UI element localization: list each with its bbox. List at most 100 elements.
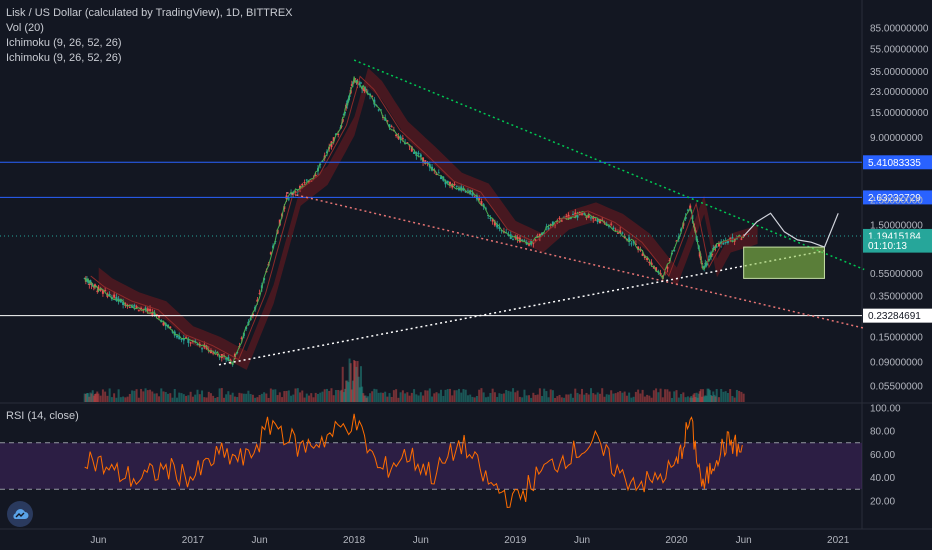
- volume-bar: [242, 393, 245, 402]
- volume-bar: [366, 396, 369, 402]
- candle-body: [666, 266, 669, 269]
- volume-bar: [337, 389, 340, 402]
- volume-bar: [88, 396, 91, 402]
- volume-bar: [115, 397, 118, 402]
- volume-bar: [487, 396, 490, 402]
- candle-body: [637, 246, 640, 250]
- candle-body: [581, 213, 584, 215]
- volume-bar: [735, 389, 738, 402]
- candle-body: [493, 221, 496, 226]
- volume-bar: [124, 397, 127, 402]
- candle-body: [547, 227, 550, 231]
- volume-bar: [299, 392, 302, 402]
- volume-bar: [348, 358, 351, 402]
- volume-bar: [363, 395, 366, 402]
- volume-bar: [460, 392, 463, 402]
- candle-body: [655, 267, 658, 271]
- volume-bar: [536, 394, 539, 402]
- price-tag: [863, 155, 932, 170]
- volume-bar: [489, 393, 492, 402]
- candle-body: [101, 290, 104, 294]
- volume-bar: [628, 392, 631, 402]
- candle-body: [735, 238, 738, 240]
- rsi-indicator-label[interactable]: RSI (14, close): [6, 410, 79, 422]
- volume-bar: [646, 394, 649, 402]
- cloud-logo-icon[interactable]: [7, 501, 33, 527]
- candle-body: [558, 217, 561, 220]
- price-tag: [863, 190, 932, 205]
- volume-bar: [417, 395, 420, 402]
- volume-bar: [158, 396, 161, 402]
- candle-body: [216, 353, 219, 355]
- price-tick-label: 0.05500000: [870, 382, 923, 393]
- candle-body: [534, 239, 537, 241]
- volume-bar: [236, 396, 239, 402]
- rsi-pane: [0, 413, 862, 509]
- candle-body: [711, 253, 714, 255]
- candle-body: [521, 239, 524, 241]
- price-tag-label: 5.41083335: [868, 158, 921, 169]
- symbol-title[interactable]: Lisk / US Dollar (calculated by TradingV…: [6, 7, 293, 19]
- candle-body: [158, 315, 161, 318]
- volume-bar: [453, 390, 456, 402]
- volume-bar: [637, 389, 640, 402]
- volume-bar: [254, 397, 257, 402]
- volume-bar: [319, 392, 322, 402]
- volume-bar: [146, 390, 149, 402]
- volume-bar: [714, 396, 717, 402]
- volume-bar: [191, 396, 194, 402]
- candle-body: [113, 294, 116, 298]
- volume-bar: [92, 395, 95, 402]
- volume-bar: [509, 391, 512, 402]
- volume-bar: [169, 393, 172, 402]
- candle-body: [572, 214, 575, 216]
- volume-bar: [455, 390, 458, 402]
- ichimoku-indicator-label-2[interactable]: Ichimoku (9, 26, 52, 26): [6, 52, 122, 64]
- ichimoku-indicator-label-1[interactable]: Ichimoku (9, 26, 52, 26): [6, 37, 122, 49]
- volume-bar: [572, 397, 575, 402]
- candle-body: [646, 257, 649, 261]
- projection-path: [743, 212, 839, 248]
- volume-bar: [308, 395, 311, 402]
- volume-bar: [104, 391, 107, 402]
- chart-legend: Lisk / US Dollar (calculated by TradingV…: [6, 6, 293, 66]
- candle-body: [684, 216, 687, 220]
- volume-bar: [528, 395, 531, 402]
- candle-body: [142, 309, 145, 311]
- volume-bar: [440, 389, 443, 402]
- volume-bar: [399, 392, 402, 402]
- candle-body: [498, 227, 501, 229]
- candle-body: [440, 176, 443, 180]
- volume-bar: [339, 390, 342, 402]
- volume-bar: [119, 397, 122, 402]
- candle-body: [363, 89, 366, 92]
- time-tick-label: 2019: [504, 535, 527, 546]
- candle-body: [491, 219, 494, 222]
- candle-body: [198, 343, 201, 346]
- candle-body: [422, 157, 425, 163]
- volume-bar: [473, 397, 476, 402]
- volume-bar: [419, 392, 422, 402]
- volume-bar: [201, 390, 204, 402]
- volume-bar: [260, 393, 263, 402]
- volume-bar: [534, 395, 537, 402]
- candle-body: [589, 217, 592, 219]
- candle-body: [401, 138, 404, 140]
- volume-bar: [560, 397, 563, 402]
- volume-bar: [207, 391, 210, 402]
- volume-bar: [153, 393, 156, 402]
- volume-bar: [256, 397, 259, 402]
- candle-body: [528, 244, 531, 246]
- volume-bar: [648, 395, 651, 402]
- volume-bar: [684, 397, 687, 402]
- volume-indicator-label[interactable]: Vol (20): [6, 22, 44, 34]
- volume-bar: [603, 396, 606, 402]
- volume-bar: [401, 390, 404, 402]
- volume-bar: [321, 391, 324, 402]
- volume-bar: [448, 388, 451, 402]
- volume-bar: [106, 395, 109, 402]
- volume-bar: [365, 397, 368, 402]
- volume-bar: [178, 392, 181, 402]
- price-tick-label: 2.50000000: [870, 195, 923, 206]
